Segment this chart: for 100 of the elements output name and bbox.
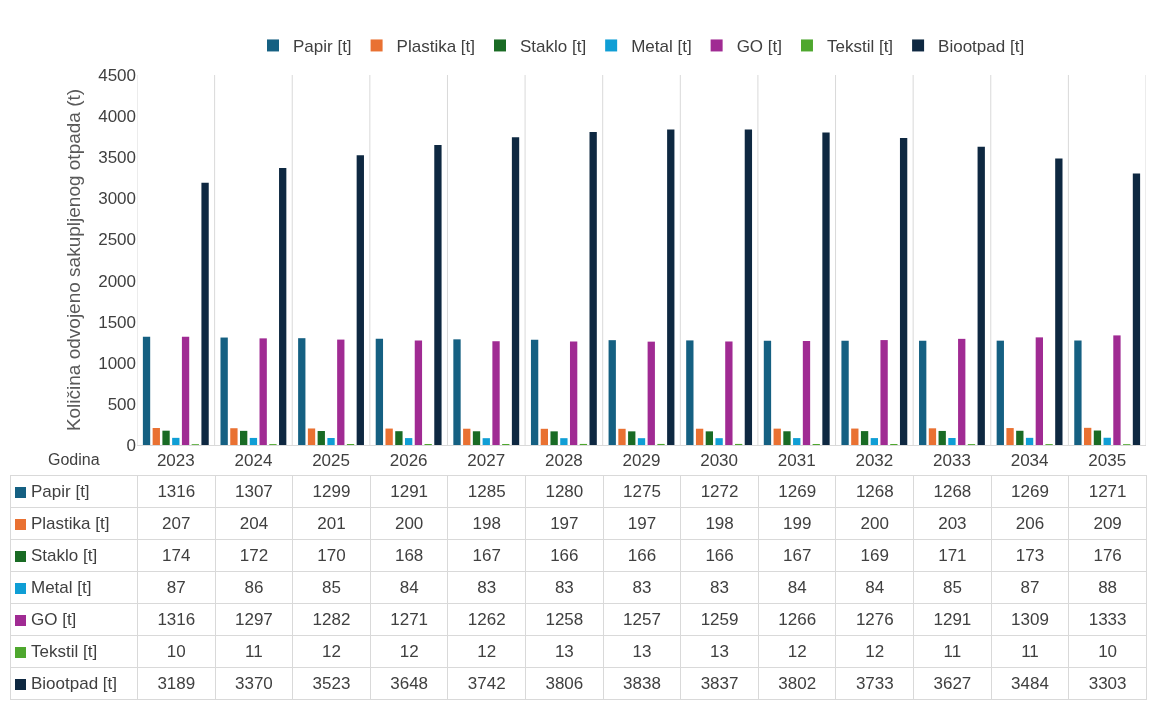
bar bbox=[695, 428, 704, 445]
bar bbox=[860, 431, 869, 445]
bar bbox=[404, 438, 413, 445]
data-label: 3189 bbox=[137, 667, 216, 700]
bar bbox=[802, 340, 811, 445]
text: Tekstil [t] bbox=[31, 641, 98, 661]
data-label: 1269 bbox=[991, 475, 1069, 508]
bar bbox=[492, 341, 500, 445]
bar bbox=[773, 428, 781, 445]
data-label: 10 bbox=[137, 635, 216, 668]
data-label: 87 bbox=[991, 571, 1069, 604]
bar bbox=[948, 438, 956, 445]
data-label: 1285 bbox=[447, 475, 526, 508]
bar bbox=[181, 336, 190, 445]
data-label: 166 bbox=[525, 539, 604, 572]
y-tick-label: 500 bbox=[107, 394, 136, 414]
bar bbox=[705, 431, 714, 445]
bar bbox=[337, 339, 345, 445]
x-tick-label: 2029 bbox=[622, 451, 661, 471]
text: Staklo [t] bbox=[31, 545, 98, 565]
bar bbox=[307, 428, 316, 445]
data-label: 201 bbox=[292, 507, 371, 540]
data-label: 169 bbox=[835, 539, 914, 572]
data-label: 83 bbox=[525, 571, 604, 604]
data-label: 1268 bbox=[835, 475, 914, 508]
bar bbox=[1084, 427, 1092, 445]
bar bbox=[569, 341, 578, 445]
data-label: 3742 bbox=[447, 667, 526, 700]
data-label: 197 bbox=[603, 507, 681, 540]
bar bbox=[958, 338, 966, 445]
bar bbox=[919, 340, 927, 445]
data-label: 3370 bbox=[215, 667, 293, 700]
data-label: 85 bbox=[292, 571, 371, 604]
x-tick-label: 2023 bbox=[156, 451, 195, 471]
data-label: 1309 bbox=[991, 603, 1069, 636]
bar bbox=[822, 132, 830, 445]
data-label: 3627 bbox=[913, 667, 992, 700]
data-label: 204 bbox=[215, 507, 293, 540]
bar bbox=[870, 438, 879, 445]
bar bbox=[715, 438, 723, 445]
data-label: 11 bbox=[991, 635, 1069, 668]
bar bbox=[1113, 335, 1121, 445]
bar bbox=[637, 438, 646, 445]
bar bbox=[938, 430, 946, 445]
bar bbox=[511, 137, 520, 445]
data-label: 13 bbox=[525, 635, 604, 668]
bar bbox=[201, 182, 209, 445]
y-axis-title: Količina odvojeno sakupljenog otpada (t) bbox=[63, 88, 85, 432]
bar bbox=[608, 340, 616, 445]
bar bbox=[928, 428, 937, 445]
data-label: 12 bbox=[835, 635, 914, 668]
data-label: 197 bbox=[525, 507, 604, 540]
bar bbox=[793, 438, 801, 445]
data-label: 209 bbox=[1068, 507, 1147, 540]
data-label: 1297 bbox=[215, 603, 293, 636]
y-tick-label: 3000 bbox=[98, 189, 136, 209]
y-tick-label: 4000 bbox=[98, 107, 136, 127]
bar bbox=[249, 437, 258, 445]
bar bbox=[744, 129, 753, 445]
data-label: 176 bbox=[1068, 539, 1147, 572]
data-label: 1333 bbox=[1068, 603, 1147, 636]
bar bbox=[385, 428, 393, 445]
bar bbox=[1093, 430, 1102, 445]
data-label: 166 bbox=[680, 539, 759, 572]
data-label: 167 bbox=[447, 539, 526, 572]
x-axis-title: Godina bbox=[48, 451, 100, 468]
bar bbox=[1074, 340, 1082, 445]
data-label: 84 bbox=[758, 571, 836, 604]
bar bbox=[560, 438, 568, 445]
y-tick-label: 4500 bbox=[98, 65, 136, 85]
legend-label: Staklo [t] bbox=[520, 37, 587, 57]
bar bbox=[1103, 437, 1111, 445]
data-label: 171 bbox=[913, 539, 992, 572]
bar bbox=[540, 428, 549, 445]
data-label: 87 bbox=[137, 571, 216, 604]
data-label: 1307 bbox=[215, 475, 293, 508]
bar bbox=[414, 340, 423, 445]
data-label: 3837 bbox=[680, 667, 759, 700]
data-label: 12 bbox=[447, 635, 526, 668]
data-label: 83 bbox=[447, 571, 526, 604]
data-label: 1280 bbox=[525, 475, 604, 508]
data-label: 1269 bbox=[758, 475, 836, 508]
x-tick-label: 2034 bbox=[1010, 451, 1049, 471]
bar bbox=[1132, 173, 1141, 445]
data-label: 3484 bbox=[991, 667, 1069, 700]
bar bbox=[453, 339, 461, 445]
y-tick-label: 3500 bbox=[98, 148, 136, 168]
data-label: 1262 bbox=[447, 603, 526, 636]
bar bbox=[298, 338, 306, 445]
x-tick-label: 2031 bbox=[777, 451, 816, 471]
data-label: 1316 bbox=[137, 475, 216, 508]
bar bbox=[550, 431, 558, 445]
data-label: 1316 bbox=[137, 603, 216, 636]
data-label: 3802 bbox=[758, 667, 836, 700]
bar bbox=[162, 430, 170, 445]
data-label: 83 bbox=[680, 571, 759, 604]
data-label: 1282 bbox=[292, 603, 371, 636]
x-tick-label: 2024 bbox=[234, 451, 273, 471]
data-label: 1266 bbox=[758, 603, 836, 636]
x-tick-label: 2025 bbox=[312, 451, 350, 471]
